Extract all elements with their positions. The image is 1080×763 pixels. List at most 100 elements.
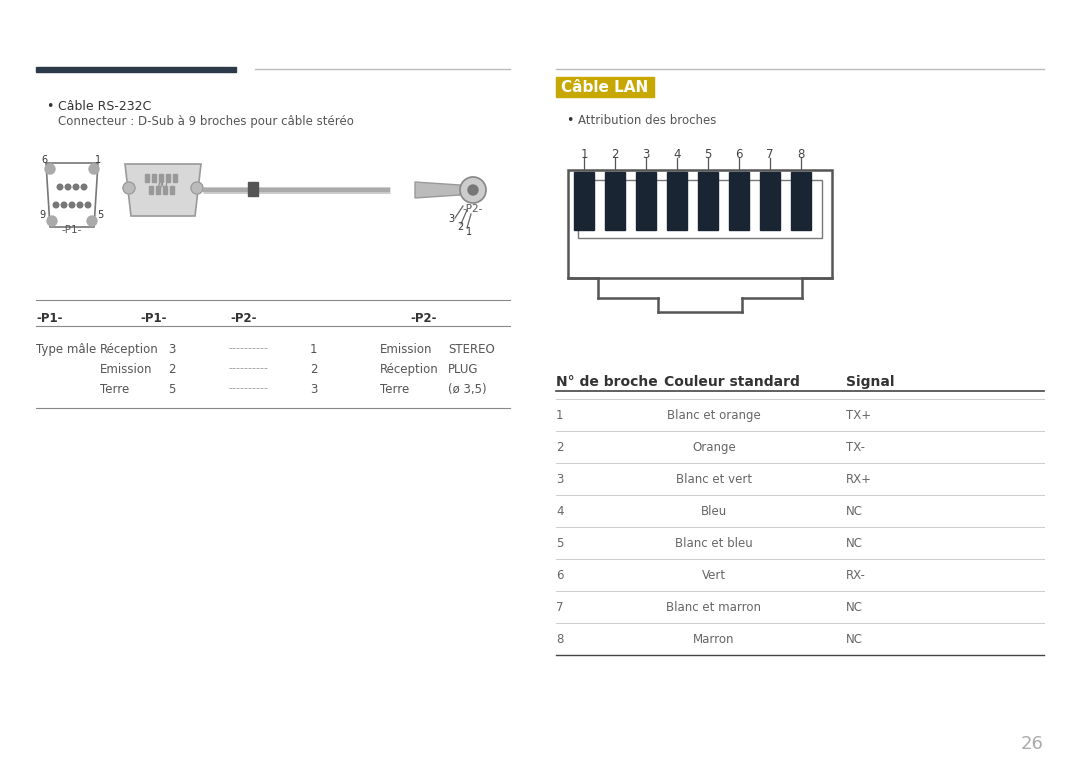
Text: NC: NC (846, 633, 863, 646)
Text: 1: 1 (95, 155, 102, 165)
Text: 1: 1 (465, 227, 472, 237)
Text: -P2-: -P2- (463, 204, 483, 214)
Text: Marron: Marron (693, 633, 734, 646)
Text: NC: NC (846, 537, 863, 550)
Circle shape (123, 182, 135, 194)
Text: -P1-: -P1- (62, 225, 82, 235)
Text: 2: 2 (556, 441, 564, 454)
Text: IN: IN (158, 183, 168, 193)
Text: Vert: Vert (702, 569, 726, 582)
Text: -P1-: -P1- (36, 312, 63, 325)
Bar (605, 172, 625, 230)
Text: TX+: TX+ (846, 409, 872, 422)
Circle shape (468, 185, 478, 195)
Circle shape (45, 164, 55, 174)
Text: 26: 26 (1021, 735, 1044, 753)
Bar (149, 186, 153, 194)
Text: 1: 1 (556, 409, 564, 422)
Text: Bleu: Bleu (701, 505, 727, 518)
Bar (636, 172, 656, 230)
Text: RX+: RX+ (846, 473, 872, 486)
Text: Emission: Emission (380, 343, 432, 356)
Bar (159, 174, 163, 182)
Bar (145, 174, 149, 182)
Text: Réception: Réception (100, 343, 159, 356)
Text: NC: NC (846, 505, 863, 518)
Text: •: • (46, 100, 53, 113)
Circle shape (191, 182, 203, 194)
Text: NC: NC (846, 601, 863, 614)
Text: 2: 2 (168, 363, 175, 376)
Text: Câble LAN: Câble LAN (561, 80, 648, 95)
Text: Attribution des broches: Attribution des broches (578, 114, 716, 127)
Circle shape (69, 202, 75, 208)
Text: 5: 5 (556, 537, 564, 550)
Circle shape (77, 202, 83, 208)
Text: Couleur standard: Couleur standard (664, 375, 800, 389)
Text: 2: 2 (457, 222, 463, 232)
Circle shape (460, 177, 486, 203)
Circle shape (85, 202, 91, 208)
Bar (156, 186, 160, 194)
Circle shape (87, 216, 97, 226)
Bar (698, 172, 718, 230)
Bar (36, 67, 237, 72)
Text: Blanc et marron: Blanc et marron (666, 601, 761, 614)
Text: 1: 1 (580, 148, 588, 161)
Polygon shape (125, 164, 201, 216)
Text: 6: 6 (41, 155, 48, 165)
Bar (573, 172, 594, 230)
Text: N° de broche: N° de broche (556, 375, 658, 389)
Text: Câble RS-232C: Câble RS-232C (58, 100, 151, 113)
Text: Blanc et orange: Blanc et orange (667, 409, 761, 422)
Text: -P2-: -P2- (410, 312, 436, 325)
Bar (152, 174, 156, 182)
Text: Type mâle: Type mâle (36, 343, 96, 356)
Bar (667, 172, 687, 230)
Bar (248, 182, 258, 196)
Text: Terre: Terre (380, 383, 409, 396)
Text: 6: 6 (556, 569, 564, 582)
Text: Terre: Terre (100, 383, 130, 396)
Bar (568, 170, 832, 278)
Text: 3: 3 (448, 214, 454, 224)
Circle shape (81, 184, 86, 190)
Bar (760, 172, 780, 230)
Circle shape (73, 184, 79, 190)
Text: 7: 7 (556, 601, 564, 614)
Bar (170, 186, 174, 194)
Circle shape (48, 216, 57, 226)
Circle shape (62, 202, 67, 208)
Text: ----------: ---------- (228, 383, 268, 393)
Bar (163, 186, 167, 194)
Text: RX-: RX- (846, 569, 866, 582)
Text: 5: 5 (97, 210, 103, 220)
Bar (173, 174, 177, 182)
Text: 3: 3 (556, 473, 564, 486)
Text: PLUG: PLUG (448, 363, 478, 376)
Text: 1: 1 (310, 343, 318, 356)
Text: 8: 8 (556, 633, 564, 646)
Text: TX-: TX- (846, 441, 865, 454)
Text: Signal: Signal (846, 375, 894, 389)
Circle shape (89, 164, 99, 174)
Circle shape (65, 184, 71, 190)
Circle shape (53, 202, 58, 208)
Text: Réception: Réception (380, 363, 438, 376)
Bar (556, 77, 654, 97)
Text: Emission: Emission (100, 363, 152, 376)
Text: 9: 9 (39, 210, 45, 220)
Text: Blanc et vert: Blanc et vert (676, 473, 752, 486)
Text: -P2-: -P2- (230, 312, 257, 325)
Text: 3: 3 (168, 343, 175, 356)
Circle shape (57, 184, 63, 190)
Text: 8: 8 (797, 148, 805, 161)
Bar (791, 172, 811, 230)
Text: Orange: Orange (692, 441, 735, 454)
Polygon shape (415, 182, 460, 198)
Text: ----------: ---------- (228, 343, 268, 353)
Text: Connecteur : D-Sub à 9 broches pour câble stéréo: Connecteur : D-Sub à 9 broches pour câbl… (58, 115, 354, 128)
Bar (578, 180, 822, 238)
Text: -P1-: -P1- (140, 312, 166, 325)
Text: 7: 7 (766, 148, 773, 161)
